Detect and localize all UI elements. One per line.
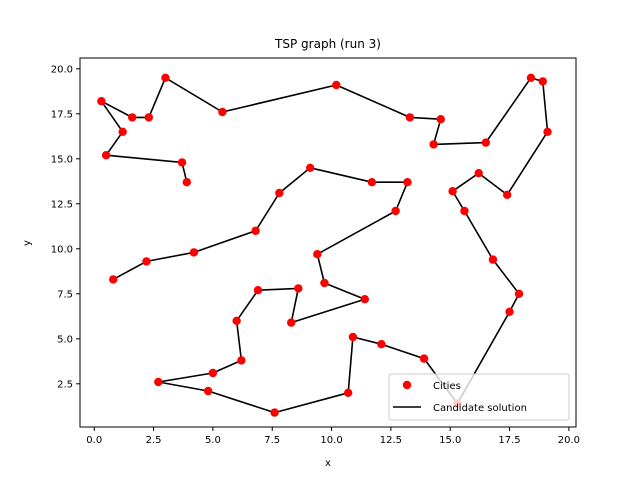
x-tick-label: 12.5	[380, 435, 402, 446]
legend-cities-marker	[402, 380, 412, 390]
city-point-44	[306, 163, 315, 172]
city-point-25	[419, 354, 429, 363]
city-point-23	[505, 307, 514, 316]
y-tick-label: 10.0	[51, 244, 73, 255]
y-tick-label: 7.5	[57, 289, 73, 300]
city-point-2	[101, 151, 111, 160]
city-point-19	[448, 187, 457, 196]
city-point-6	[144, 113, 154, 122]
city-point-16	[543, 127, 552, 136]
city-point-37	[287, 318, 296, 327]
city-point-40	[313, 250, 322, 259]
city-point-15	[538, 77, 547, 86]
city-point-18	[474, 169, 483, 178]
city-point-5	[128, 113, 137, 122]
legend-route-label: Candidate solution	[433, 403, 527, 414]
city-point-48	[142, 257, 151, 266]
axis-ticks: 0.0 2.5 5.0 7.5 10.0 12.5 15.0 17.5 20.0 2.5 5.0 7.…	[51, 64, 580, 446]
city-point-45	[275, 188, 284, 198]
axes-frame	[79, 57, 577, 428]
city-point-36	[294, 284, 303, 293]
city-point-42	[403, 178, 412, 187]
x-tick-label: 15.0	[439, 435, 461, 446]
city-point-35	[253, 286, 263, 295]
y-tick-label: 5.0	[57, 334, 73, 345]
city-point-22	[514, 289, 524, 298]
city-point-46	[251, 226, 260, 235]
y-tick-label: 12.5	[51, 199, 73, 210]
city-point-29	[270, 408, 279, 417]
city-point-27	[348, 332, 358, 342]
city-point-31	[154, 377, 163, 387]
city-point-14	[526, 73, 536, 83]
city-point-11	[436, 115, 445, 124]
x-tick-label: 2.5	[146, 435, 162, 446]
city-point-8	[218, 107, 227, 117]
city-point-32	[208, 368, 218, 378]
x-axis-label: x	[325, 458, 331, 469]
legend: Cities Candidate solution	[388, 373, 570, 421]
city-point-49	[109, 275, 118, 284]
city-point-33	[237, 356, 246, 365]
x-tick-label: 17.5	[498, 435, 520, 446]
y-tick-label: 15.0	[51, 154, 73, 165]
city-point-13	[481, 138, 491, 147]
legend-box	[388, 373, 570, 421]
city-point-30	[203, 386, 213, 396]
x-tick-label: 5.0	[205, 435, 221, 446]
city-point-20	[460, 206, 469, 216]
city-point-0	[182, 178, 191, 187]
city-point-34	[232, 316, 241, 325]
city-point-7	[161, 73, 170, 83]
x-tick-label: 20.0	[558, 435, 580, 446]
x-tick-label: 7.5	[264, 435, 280, 446]
y-tick-label: 2.5	[57, 379, 73, 390]
city-point-43	[367, 178, 377, 187]
city-point-39	[320, 278, 329, 288]
city-point-1	[177, 158, 187, 167]
city-point-4	[97, 97, 106, 106]
city-point-47	[189, 248, 199, 257]
city-point-9	[332, 80, 341, 90]
city-point-12	[429, 140, 438, 149]
y-tick-label: 20.0	[51, 64, 73, 75]
chart-title: TSP graph (run 3)	[274, 37, 381, 51]
city-point-38	[360, 295, 369, 304]
city-point-28	[343, 388, 353, 397]
city-point-21	[488, 255, 498, 264]
plot-area	[97, 73, 552, 417]
city-point-10	[405, 113, 415, 122]
city-point-26	[377, 340, 386, 349]
x-tick-label: 10.0	[320, 435, 342, 446]
city-point-41	[391, 206, 400, 216]
x-tick-label: 0.0	[86, 435, 102, 446]
city-point-3	[118, 127, 127, 136]
y-axis-label: y	[22, 240, 33, 246]
y-tick-label: 17.5	[51, 109, 73, 120]
city-point-17	[502, 190, 512, 199]
legend-cities-label: Cities	[433, 381, 461, 392]
